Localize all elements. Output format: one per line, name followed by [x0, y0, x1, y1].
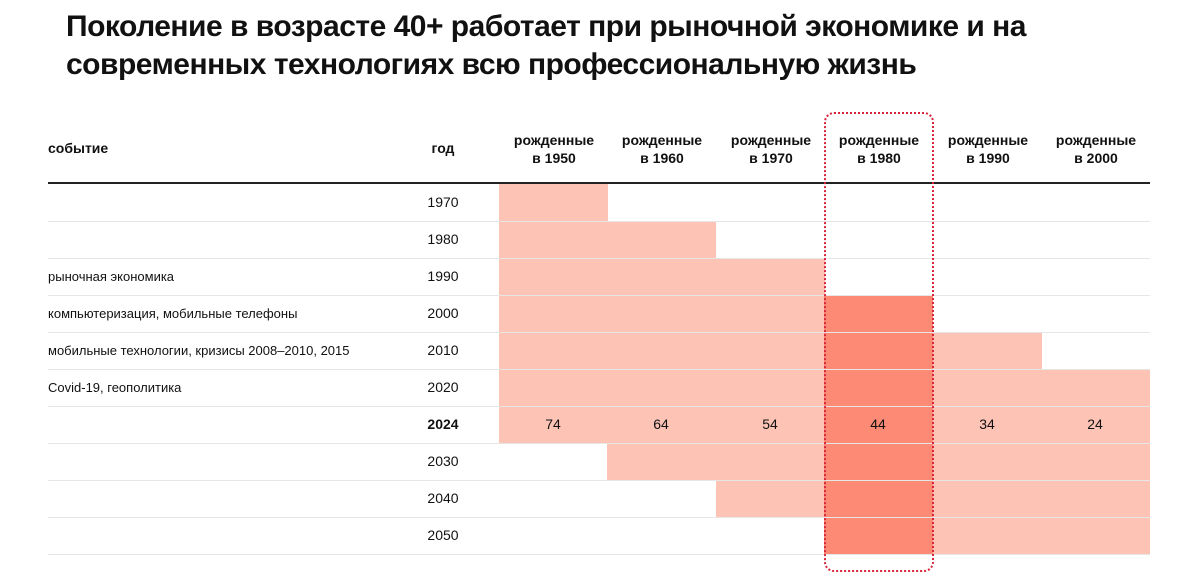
- shaded-cell-1990-2024: [933, 406, 1042, 443]
- shaded-cell-1990-2040: [933, 480, 1042, 517]
- row-divider: [48, 369, 1150, 370]
- shaded-cell-1970-2024: [716, 406, 825, 443]
- year-label: 2040: [427, 490, 459, 506]
- column-header-line-1: рожденные: [730, 132, 812, 148]
- shaded-cell-1950-1990: [499, 258, 608, 295]
- shaded-cell-1980-2040: [824, 480, 933, 517]
- column-header-1950: рожденные в 1950: [500, 131, 608, 167]
- chart-title-line-2: современных технологиях всю профессионал…: [66, 48, 917, 81]
- shaded-cell-1960-1990: [607, 258, 716, 295]
- column-header-1980: рожденные в 1980: [825, 131, 933, 167]
- year-label: 1980: [427, 231, 459, 247]
- shaded-cell-1960-1980: [607, 221, 716, 258]
- shaded-cell-1950-2024: [499, 406, 608, 443]
- age-label: 44: [870, 416, 886, 432]
- year-label: 2050: [427, 527, 459, 543]
- shaded-cell-1950-2010: [499, 332, 608, 369]
- shaded-cell-1980-2024: [824, 406, 933, 443]
- column-header-1990: рожденные в 1990: [934, 131, 1042, 167]
- chart-title: Поколение в возрасте 40+ работает при ры…: [66, 8, 1166, 84]
- column-header-line-2: в 2000: [1074, 150, 1118, 166]
- age-label: 24: [1087, 416, 1103, 432]
- chart-title-line-1: Поколение в возрасте 40+ работает при ры…: [66, 10, 1026, 43]
- event-label: компьютеризация, мобильные телефоны: [48, 306, 298, 321]
- year-label: 2000: [427, 305, 459, 321]
- shaded-cell-1960-2030: [607, 443, 716, 480]
- shaded-cell-1960-2024: [607, 406, 716, 443]
- column-header-line-2: в 1980: [857, 150, 901, 166]
- shaded-cell-1980-2010: [824, 332, 933, 369]
- shaded-cell-1980-2000: [824, 295, 933, 332]
- row-divider: [48, 554, 1150, 555]
- shaded-cell-1950-2000: [499, 295, 608, 332]
- shaded-cell-1980-2050: [824, 517, 933, 554]
- shaded-cell-1990-2030: [933, 443, 1042, 480]
- column-header-line-1: рожденные: [838, 132, 920, 148]
- row-divider: [48, 443, 1150, 444]
- shaded-cell-1990-2020: [933, 369, 1042, 406]
- row-divider: [48, 480, 1150, 481]
- shaded-cell-1970-2000: [716, 295, 825, 332]
- shaded-cell-1960-2020: [607, 369, 716, 406]
- year-label: 2024: [427, 416, 459, 432]
- column-header-2000: рожденные в 2000: [1042, 131, 1150, 167]
- year-label: 2030: [427, 453, 459, 469]
- row-divider: [48, 406, 1150, 407]
- column-header-line-1: рожденные: [621, 132, 703, 148]
- shaded-cell-1970-2030: [716, 443, 825, 480]
- year-label: 2020: [427, 379, 459, 395]
- column-header-line-2: в 1970: [749, 150, 793, 166]
- shaded-cell-2000-2024: [1041, 406, 1150, 443]
- row-divider: [48, 332, 1150, 333]
- year-label: 1970: [427, 194, 459, 210]
- age-label: 34: [979, 416, 995, 432]
- shaded-cell-1950-1980: [499, 221, 608, 258]
- year-column-header: год: [431, 140, 455, 156]
- column-header-line-2: в 1960: [640, 150, 684, 166]
- column-header-line-1: рожденные: [947, 132, 1029, 148]
- event-column-header: событие: [48, 140, 109, 156]
- column-header-line-2: в 1950: [532, 150, 576, 166]
- shaded-cell-2000-2020: [1041, 369, 1150, 406]
- row-divider: [48, 221, 1150, 222]
- row-divider: [48, 295, 1150, 296]
- event-label: Covid-19, геополитика: [48, 380, 182, 395]
- column-header-line-1: рожденные: [513, 132, 595, 148]
- shaded-cell-1960-2000: [607, 295, 716, 332]
- shaded-cell-1980-2030: [824, 443, 933, 480]
- highlight-frame-1980: [824, 112, 934, 572]
- column-header-line-1: рожденные: [1055, 132, 1137, 148]
- event-label: мобильные технологии, кризисы 2008–2010,…: [48, 343, 350, 358]
- column-header-line-2: в 1990: [966, 150, 1010, 166]
- year-label: 2010: [427, 342, 459, 358]
- row-divider: [48, 517, 1150, 518]
- shaded-cell-1990-2050: [933, 517, 1042, 554]
- shaded-cell-1990-2010: [933, 332, 1042, 369]
- shaded-cell-1950-2020: [499, 369, 608, 406]
- event-label: рыночная экономика: [48, 269, 175, 284]
- shaded-cell-2000-2040: [1041, 480, 1150, 517]
- age-label: 74: [545, 416, 561, 432]
- shaded-cell-1960-2010: [607, 332, 716, 369]
- column-header-1960: рожденные в 1960: [608, 131, 716, 167]
- shaded-cell-1980-2020: [824, 369, 933, 406]
- shaded-cell-1970-2020: [716, 369, 825, 406]
- age-label: 54: [762, 416, 778, 432]
- shaded-cell-1970-1990: [716, 258, 825, 295]
- column-header-1970: рожденные в 1970: [717, 131, 825, 167]
- header-divider: [48, 182, 1150, 184]
- year-label: 1990: [427, 268, 459, 284]
- shaded-cell-2000-2030: [1041, 443, 1150, 480]
- row-divider: [48, 258, 1150, 259]
- age-label: 64: [653, 416, 669, 432]
- shaded-cell-2000-2050: [1041, 517, 1150, 554]
- shaded-cell-1970-2040: [716, 480, 825, 517]
- shaded-cell-1950-1970: [499, 184, 608, 221]
- shaded-cell-1970-2010: [716, 332, 825, 369]
